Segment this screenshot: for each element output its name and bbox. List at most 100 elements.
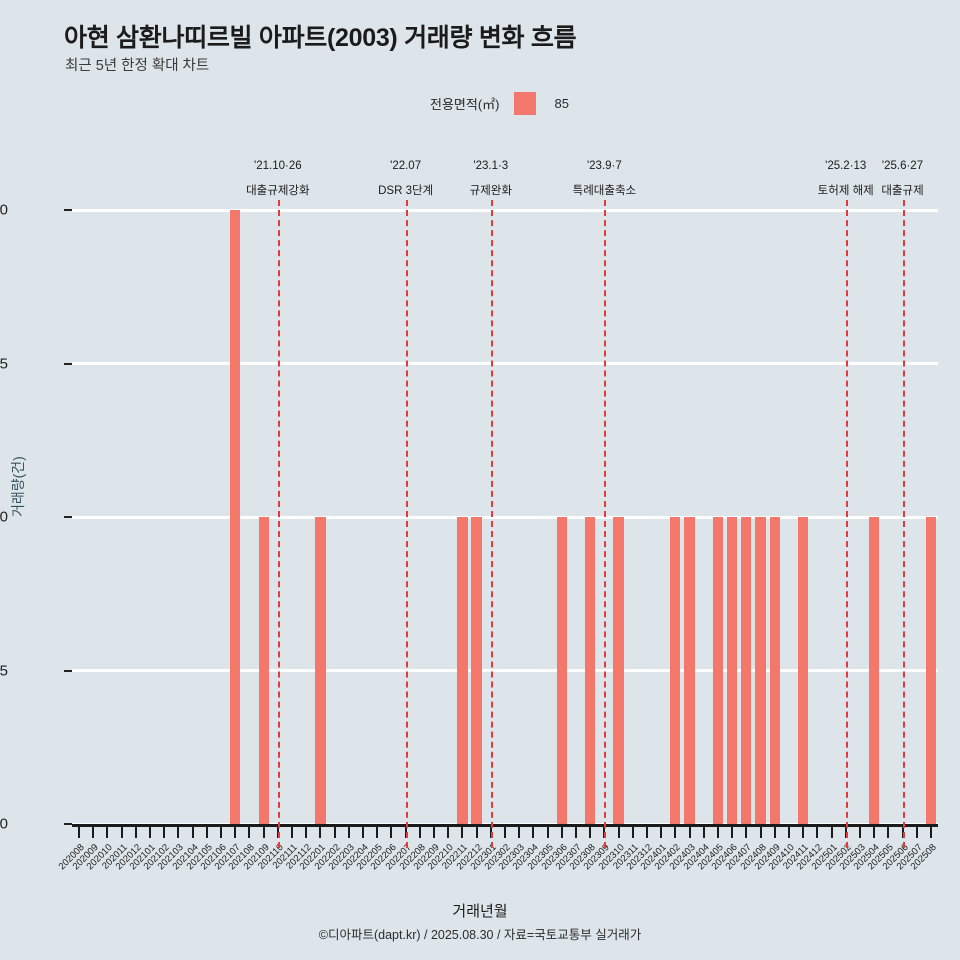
event-line [604, 200, 607, 848]
x-tick-mark [447, 827, 450, 838]
bar[interactable] [556, 517, 567, 824]
x-tick-mark [234, 827, 237, 838]
x-tick-mark [816, 827, 819, 838]
bar[interactable] [230, 210, 241, 824]
plot-area [72, 208, 938, 826]
x-axis-line [72, 824, 938, 827]
x-tick-mark [645, 827, 648, 838]
x-tick-mark [532, 827, 535, 838]
bar[interactable] [471, 517, 482, 824]
y-tick-label: 0.5 [0, 662, 8, 679]
bar[interactable] [684, 517, 695, 824]
bar[interactable] [457, 517, 468, 824]
y-tick-label: 0.0 [0, 815, 8, 833]
x-tick-mark [546, 827, 549, 838]
x-tick-mark [631, 827, 634, 838]
x-tick-mark [390, 827, 393, 838]
event-name-label: DSR 3단계 [378, 185, 434, 197]
x-tick-mark [433, 827, 436, 838]
event-date-label: '23.9·7 [586, 160, 622, 172]
bar[interactable] [741, 517, 752, 824]
y-tick-label: 2.0 [0, 201, 8, 219]
x-tick-mark [347, 827, 350, 838]
x-tick-mark [660, 827, 663, 838]
x-tick-mark [418, 827, 421, 838]
page-subtitle: 최근 5년 한정 확대 차트 [65, 58, 210, 74]
event-line [845, 200, 848, 848]
x-tick-mark [887, 827, 890, 838]
x-tick-mark [362, 827, 365, 838]
x-tick-mark [560, 827, 563, 838]
footer-credit: ©디아파트(dapt.kr) / 2025.08.30 / 자료=국토교통부 실… [318, 928, 642, 942]
page-title: 아현 삼환나띠르빌 아파트(2003) 거래량 변화 흐름 [64, 24, 577, 52]
x-tick-mark [78, 827, 81, 838]
x-tick-mark [248, 827, 251, 838]
x-tick-mark [106, 827, 109, 838]
bar[interactable] [315, 517, 326, 824]
legend-title: 전용면적(㎡) [430, 97, 500, 112]
y-axis-label: 거래량(건) [10, 456, 26, 517]
x-tick-mark [915, 827, 918, 838]
x-tick-mark [773, 827, 776, 838]
x-tick-mark [504, 827, 506, 838]
x-tick-mark [589, 827, 592, 838]
x-tick-mark [873, 827, 876, 838]
y-tick-label: 1.5 [0, 355, 8, 372]
bar[interactable] [925, 517, 936, 824]
x-tick-mark [759, 827, 762, 838]
x-tick-mark [376, 827, 379, 838]
gridline [72, 515, 938, 519]
x-tick-mark [305, 827, 308, 838]
x-tick-mark [475, 827, 478, 838]
bar[interactable] [670, 517, 681, 824]
event-line [277, 200, 280, 848]
bar[interactable] [798, 517, 809, 824]
x-tick-mark [149, 827, 152, 838]
x-tick-mark [574, 827, 577, 838]
x-tick-mark [163, 827, 166, 838]
x-tick-mark [319, 827, 322, 838]
bar[interactable] [727, 517, 738, 824]
x-tick-mark [674, 827, 677, 838]
event-name-label: 대출규제 [881, 185, 924, 197]
x-tick-mark [134, 827, 137, 838]
y-tick-mark [64, 823, 72, 825]
x-tick-mark [802, 827, 805, 838]
bar[interactable] [712, 517, 724, 824]
event-date-label: '21.10·26 [254, 160, 302, 172]
bar[interactable] [258, 517, 269, 824]
x-tick-mark [929, 827, 932, 838]
legend: 전용면적(㎡) 85 [430, 92, 569, 115]
x-tick-mark [702, 827, 705, 838]
x-tick-mark [731, 827, 734, 838]
event-line [405, 200, 408, 848]
x-tick-mark [205, 827, 208, 838]
x-tick-mark [177, 827, 180, 838]
bar[interactable] [585, 517, 596, 824]
y-tick-mark [64, 362, 72, 365]
x-tick-mark [291, 827, 294, 838]
y-tick-mark [64, 516, 72, 518]
x-tick-mark [262, 827, 265, 838]
gridline [72, 362, 938, 365]
x-tick-mark [745, 827, 748, 838]
bar[interactable] [613, 517, 624, 824]
x-tick-mark [461, 827, 464, 838]
x-tick-mark [120, 827, 123, 838]
event-date-label: '25.2·13 [825, 160, 867, 172]
bar[interactable] [769, 517, 780, 824]
bar[interactable] [869, 517, 880, 824]
event-date-label: '25.6·27 [881, 160, 924, 172]
event-name-label: 특례대출축소 [572, 185, 637, 197]
event-date-label: '23.1·3 [473, 160, 509, 172]
y-tick-label: 1.0 [0, 508, 8, 526]
y-tick-mark [64, 669, 72, 672]
bar[interactable] [755, 517, 766, 824]
y-tick-mark [64, 209, 72, 211]
event-line [490, 200, 493, 848]
event-line [902, 200, 905, 848]
gridline [72, 208, 938, 212]
x-tick-mark [617, 827, 620, 838]
x-tick-mark [518, 827, 521, 838]
x-tick-mark [830, 827, 833, 838]
